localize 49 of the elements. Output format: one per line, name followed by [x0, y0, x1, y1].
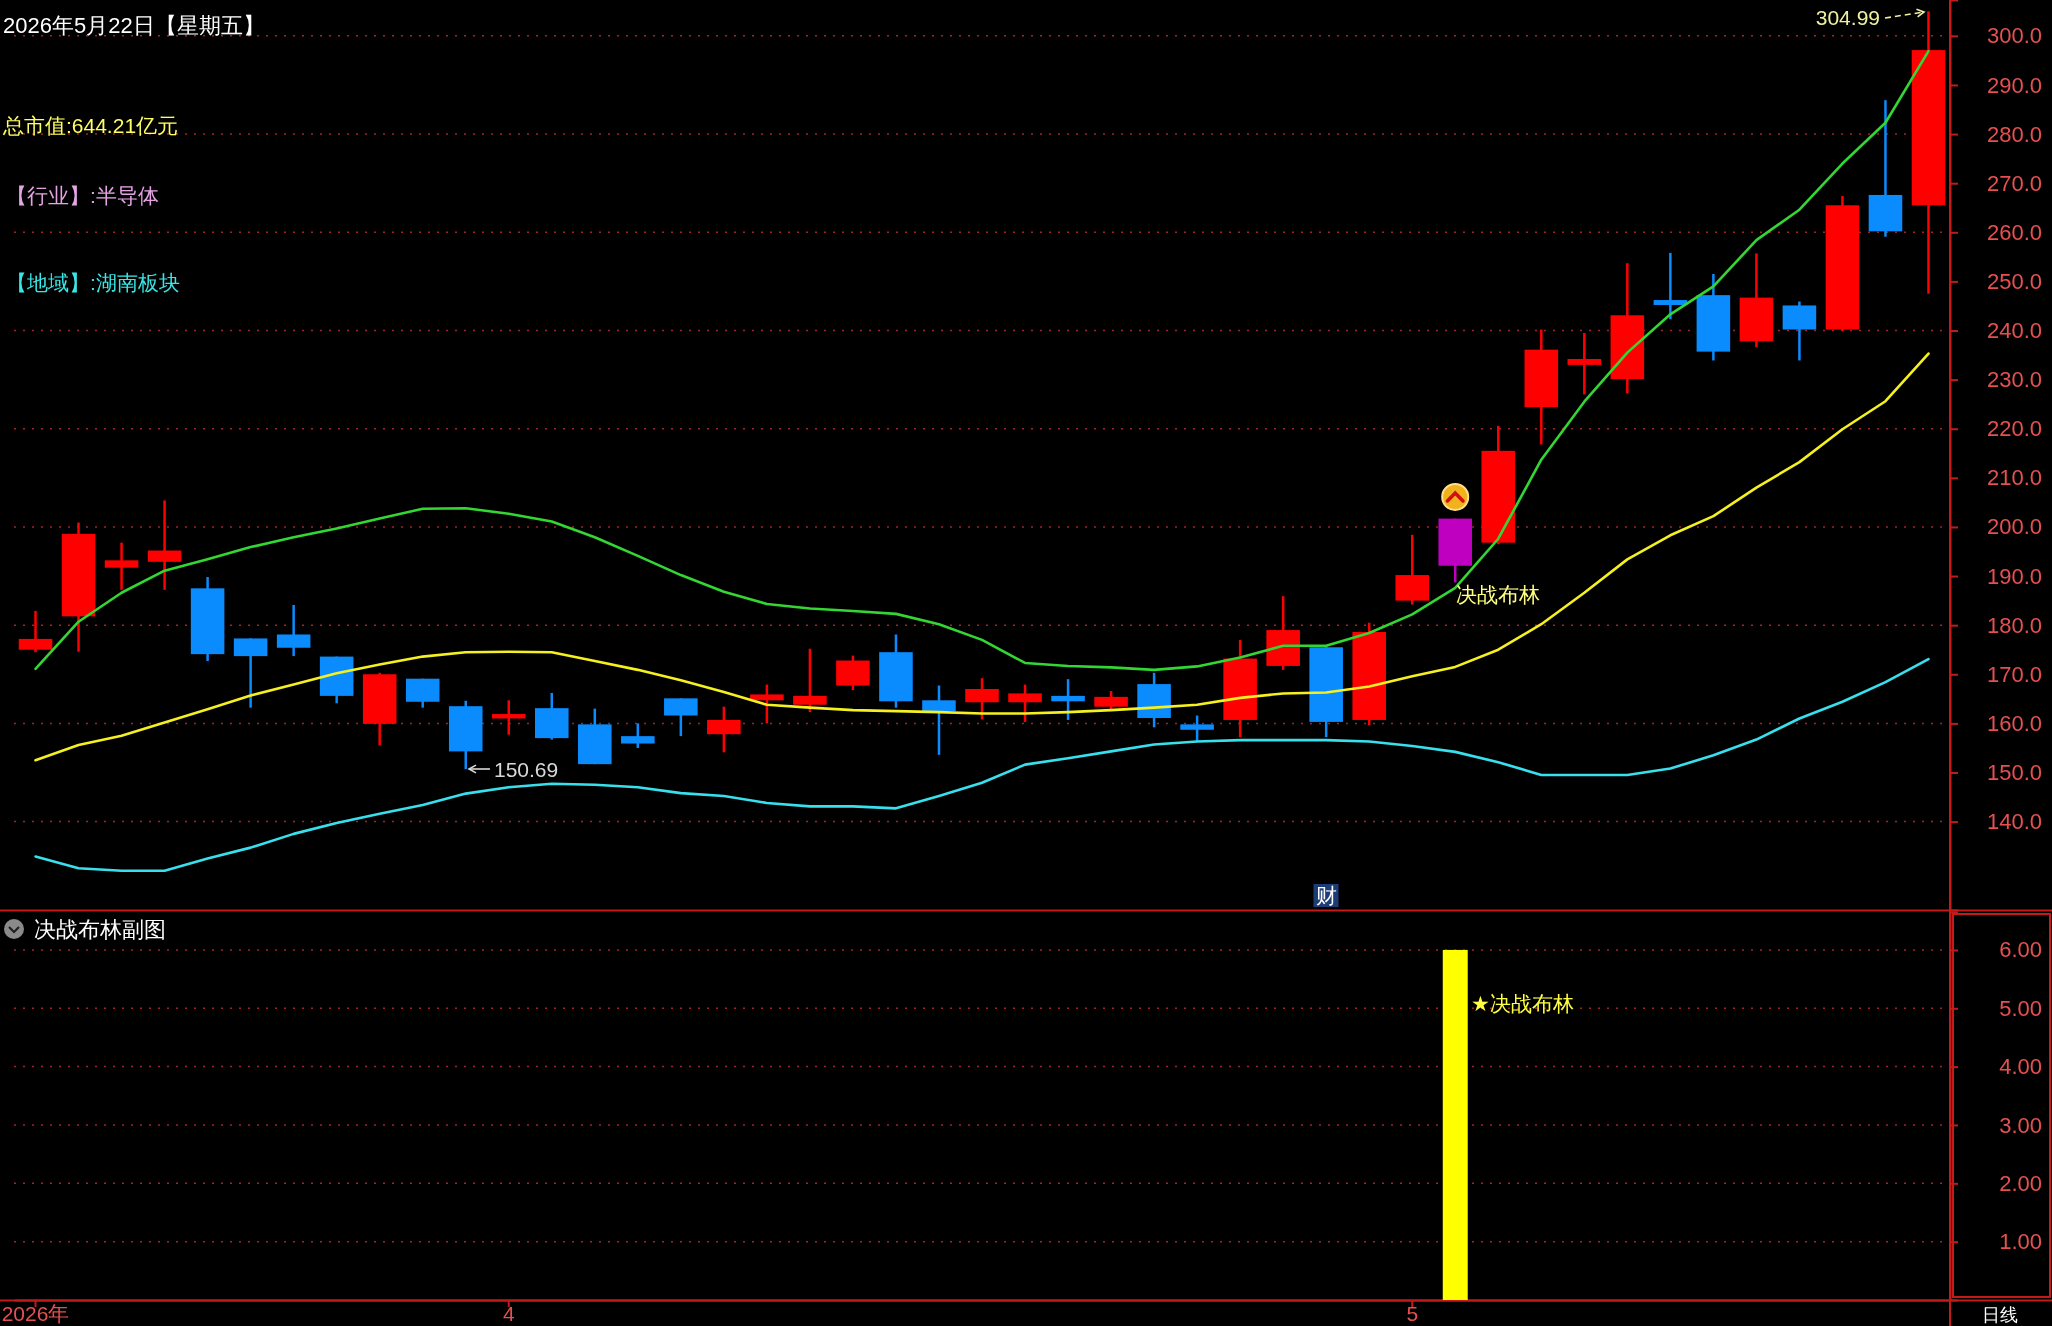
annotation: 304.99: [1815, 6, 1880, 29]
annotation: 【行业】:半导体: [6, 184, 159, 207]
y-tick-label: 290.0: [1986, 72, 2042, 98]
y-tick-label: 220.0: [1986, 416, 2042, 442]
y-tick-label: 170.0: [1986, 661, 2042, 687]
y-tick-label: 200.0: [1986, 514, 2042, 540]
x-tick-label: 5: [1406, 1301, 1419, 1325]
y-tick-label: 260.0: [1986, 219, 2042, 245]
annotation: 【地域】:湖南板块: [6, 271, 180, 294]
y-tick-label: 280.0: [1986, 121, 2042, 147]
candlestick: [147, 499, 182, 592]
y-tick-label: 5.00: [1999, 995, 2042, 1021]
line-series: [34, 352, 1930, 762]
y-tick-label: 270.0: [1986, 170, 2042, 196]
candlestick: [750, 683, 784, 725]
x-tick-label: 4: [502, 1301, 515, 1325]
y-tick-label: 160.0: [1986, 710, 2042, 736]
candlestick: [1567, 331, 1602, 396]
candlestick: [491, 699, 526, 736]
y-tick-label: 240.0: [1986, 318, 2042, 344]
y-tick-label: 210.0: [1986, 465, 2042, 491]
annotation: 总市值:644.21亿元: [2, 114, 179, 137]
chart-title: 决战布林副图: [34, 917, 166, 942]
y-tick-label: 6.00: [1999, 937, 2042, 963]
candlestick: [1653, 251, 1688, 321]
candlestick: [621, 722, 655, 750]
candlestick: [104, 541, 139, 592]
text: 日线: [1982, 1305, 2018, 1325]
y-tick-label: 3.00: [1999, 1112, 2042, 1138]
annotation: 决战布林: [1456, 583, 1540, 606]
y-tick-label: 4.00: [1999, 1054, 2042, 1080]
candlestick: [793, 647, 827, 714]
y-tick-label: 300.0: [1986, 23, 2042, 49]
y-tick-label: 180.0: [1986, 612, 2042, 638]
annotation: ★决战布林: [1471, 992, 1574, 1015]
line-series: [34, 657, 1930, 873]
candlestick: [1051, 677, 1085, 722]
candlestick: [1180, 714, 1214, 743]
y-tick-label: 230.0: [1986, 367, 2042, 393]
text: 2026年5月22日【星期五】: [3, 13, 265, 38]
y-tick-label: 140.0: [1986, 809, 2042, 835]
candlestick: [922, 684, 956, 757]
annotation: 150.69: [494, 758, 559, 781]
y-tick-label: 250.0: [1986, 268, 2042, 294]
y-tick-label: 150.0: [1986, 760, 2042, 786]
y-tick-label: 2.00: [1999, 1170, 2042, 1196]
y-tick-label: 190.0: [1986, 563, 2042, 589]
y-tick-label: 1.00: [1999, 1229, 2042, 1255]
x-tick-label: 2026年: [1, 1301, 70, 1325]
